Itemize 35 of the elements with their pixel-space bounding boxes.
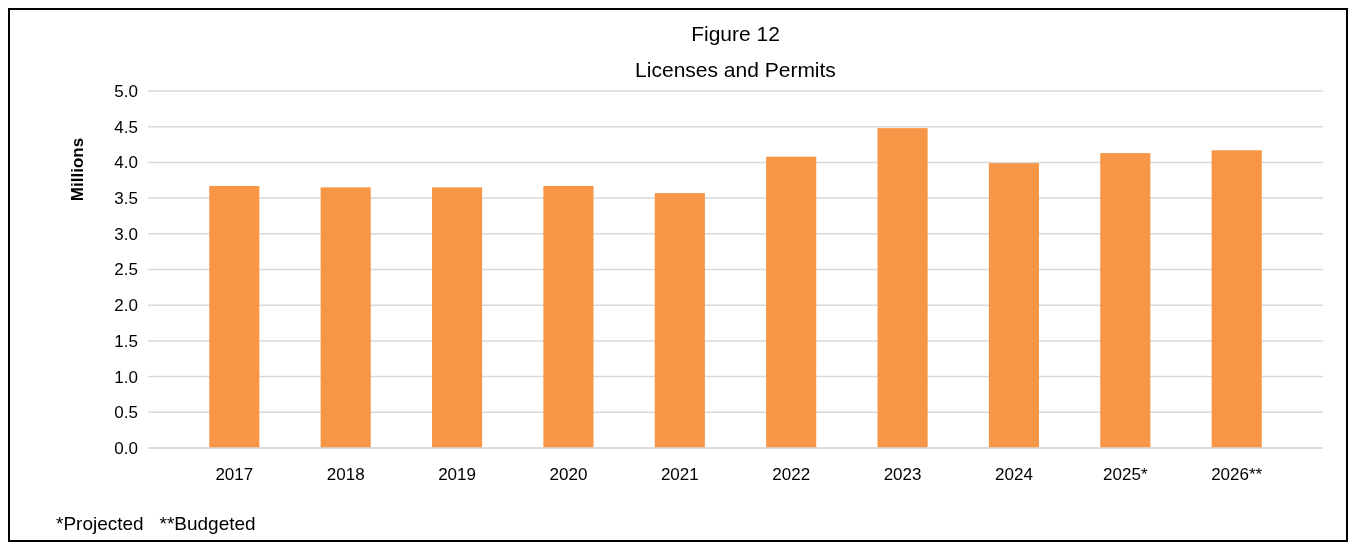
y-tick-label: 3.0 bbox=[114, 224, 138, 244]
bar bbox=[320, 187, 371, 448]
bar bbox=[1211, 150, 1262, 448]
bar bbox=[543, 185, 594, 448]
y-tick-label: 3.5 bbox=[114, 189, 138, 209]
x-tick-label: 2017 bbox=[215, 465, 254, 484]
bar bbox=[1100, 153, 1151, 448]
text: *Projected **Budgeted bbox=[56, 513, 256, 534]
x-tick-label: 2025* bbox=[1103, 465, 1148, 484]
y-tick-label: 5.0 bbox=[114, 81, 138, 101]
chart-title: Figure 12 bbox=[691, 22, 780, 45]
x-tick-label: 2020 bbox=[549, 465, 588, 484]
x-tick-label: 2022 bbox=[772, 465, 811, 484]
y-tick-label: 0.0 bbox=[114, 438, 138, 458]
x-tick-label: 2019 bbox=[438, 465, 476, 484]
x-tick-label: 2026** bbox=[1211, 465, 1263, 484]
x-tick-label: 2024 bbox=[995, 465, 1033, 484]
y-tick-label: 1.0 bbox=[114, 367, 138, 387]
y-tick-label: 4.0 bbox=[114, 153, 138, 173]
y-tick-label: 2.0 bbox=[114, 296, 138, 316]
x-tick-label: 2018 bbox=[326, 465, 365, 484]
x-tick-label: 2023 bbox=[883, 465, 922, 484]
chart-subtitle: Licenses and Permits bbox=[635, 58, 836, 81]
bar bbox=[766, 156, 817, 448]
bar bbox=[654, 193, 705, 448]
bar bbox=[432, 187, 483, 448]
y-tick-label: 2.5 bbox=[114, 260, 138, 280]
x-tick-label: 2021 bbox=[660, 465, 699, 484]
y-tick-label: 0.5 bbox=[114, 403, 138, 423]
y-axis-title: Millions bbox=[68, 137, 87, 202]
bar bbox=[877, 128, 928, 448]
y-tick-label: 1.5 bbox=[114, 331, 138, 351]
bar bbox=[988, 163, 1039, 448]
bar bbox=[209, 185, 260, 448]
y-tick-label: 4.5 bbox=[114, 117, 138, 137]
